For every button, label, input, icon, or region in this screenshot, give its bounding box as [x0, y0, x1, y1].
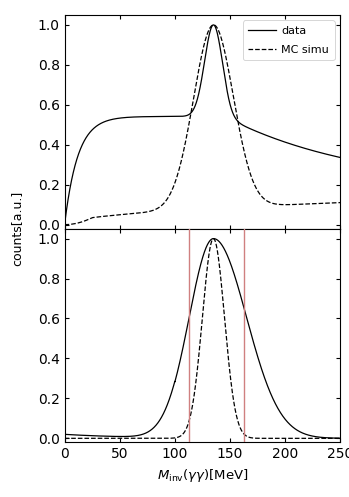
MC simu	[94, 214, 98, 220]
MC simu	[180, 154, 184, 160]
Line: data: data	[65, 25, 340, 225]
Text: counts[a.u.]: counts[a.u.]	[10, 191, 23, 266]
data	[110, 116, 114, 122]
data	[94, 124, 98, 130]
MC simu	[168, 191, 172, 197]
MC simu	[211, 22, 216, 28]
Line: MC simu: MC simu	[65, 25, 340, 225]
MC simu	[303, 201, 307, 207]
data	[180, 113, 184, 119]
data	[333, 153, 337, 159]
data	[303, 146, 307, 152]
Legend: data, MC simu: data, MC simu	[243, 20, 335, 61]
data	[62, 222, 67, 228]
MC simu	[338, 200, 342, 206]
data	[338, 155, 342, 161]
X-axis label: $M_{\rm inv}(\gamma\gamma)$[MeV]: $M_{\rm inv}(\gamma\gamma)$[MeV]	[157, 467, 248, 484]
MC simu	[333, 200, 337, 206]
MC simu	[110, 213, 114, 219]
MC simu	[62, 222, 67, 228]
data	[168, 113, 172, 119]
data	[211, 22, 215, 28]
